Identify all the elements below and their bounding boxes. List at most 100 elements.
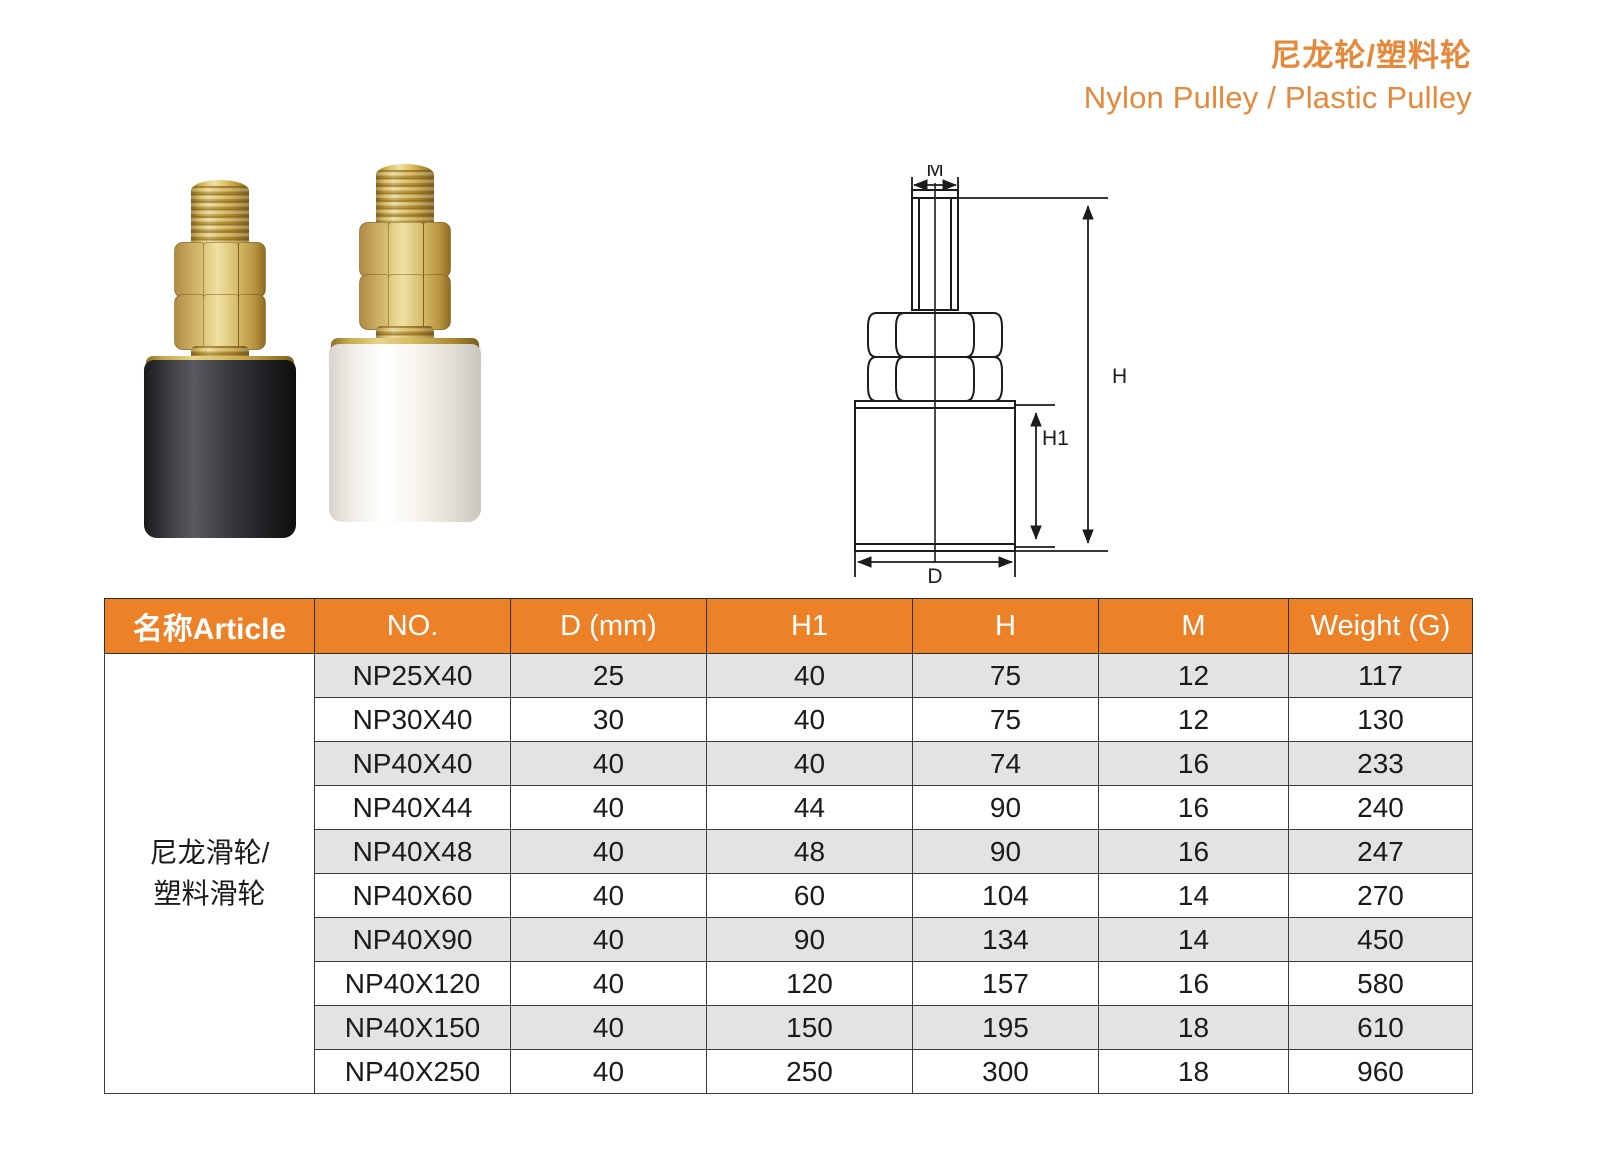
cell-d: 40 (510, 917, 707, 962)
cell-no: NP40X150 (314, 1005, 511, 1050)
table-body: 尼龙滑轮/ 塑料滑轮 NP25X40 25 40 75 12 117 NP30X… (104, 653, 1473, 1094)
column-header-h: H (912, 598, 1099, 654)
cell-m: 14 (1098, 917, 1289, 962)
cell-h: 75 (912, 697, 1099, 742)
cell-m: 12 (1098, 697, 1289, 742)
cell-weight: 117 (1288, 653, 1473, 698)
pulley-body-white (329, 344, 481, 522)
table-header-row: 名称Article NO. D (mm) H1 H M Weight (G) (104, 598, 1473, 654)
nut-facet-left (359, 274, 389, 330)
cell-h1: 40 (706, 697, 913, 742)
cell-d: 25 (510, 653, 707, 698)
cell-h1: 60 (706, 873, 913, 918)
nut-facet-right (423, 222, 451, 278)
column-header-d: D (mm) (510, 598, 707, 654)
hex-nut-upper (174, 242, 266, 298)
cell-no: NP40X44 (314, 785, 511, 830)
cell-h: 300 (912, 1049, 1099, 1094)
cell-m: 16 (1098, 741, 1289, 786)
cell-d: 40 (510, 785, 707, 830)
cell-m: 18 (1098, 1049, 1289, 1094)
cell-no: NP40X40 (314, 741, 511, 786)
nut-facet-right (238, 242, 266, 298)
specification-table: 名称Article NO. D (mm) H1 H M Weight (G) 尼… (104, 598, 1473, 1094)
hex-nut-upper (359, 222, 451, 278)
cell-m: 14 (1098, 873, 1289, 918)
cell-h1: 250 (706, 1049, 913, 1094)
hex-nut-lower (359, 274, 451, 330)
cell-weight: 130 (1288, 697, 1473, 742)
drawing-label-h1: H1 (1042, 427, 1069, 450)
cell-h: 90 (912, 829, 1099, 874)
table-row: NP30X40 30 40 75 12 130 (105, 697, 1473, 742)
cell-weight: 960 (1288, 1049, 1473, 1094)
column-header-no: NO. (314, 598, 511, 654)
nut-facet-right (423, 274, 451, 330)
cell-weight: 610 (1288, 1005, 1473, 1050)
cell-h1: 48 (706, 829, 913, 874)
article-name-cell: 尼龙滑轮/ 塑料滑轮 (104, 653, 315, 1094)
threaded-stud (376, 170, 434, 228)
cell-weight: 450 (1288, 917, 1473, 962)
nut-facet-left (174, 294, 204, 350)
cell-no: NP40X90 (314, 917, 511, 962)
cell-m: 18 (1098, 1005, 1289, 1050)
hex-nut-lower (174, 294, 266, 350)
cell-h: 75 (912, 653, 1099, 698)
article-label-line1: 尼龙滑轮/ (149, 836, 270, 868)
cell-m: 12 (1098, 653, 1289, 698)
column-header-weight: Weight (G) (1288, 598, 1473, 654)
nut-facet-mid (388, 222, 424, 278)
cell-weight: 580 (1288, 961, 1473, 1006)
cell-no: NP25X40 (314, 653, 511, 698)
cell-d: 30 (510, 697, 707, 742)
page-title-chinese: 尼龙轮/塑料轮 (1270, 38, 1472, 73)
cell-no: NP40X250 (314, 1049, 511, 1094)
nut-facet-mid (203, 294, 239, 350)
cell-d: 40 (510, 829, 707, 874)
cell-h1: 120 (706, 961, 913, 1006)
cell-h1: 150 (706, 1005, 913, 1050)
cell-m: 16 (1098, 961, 1289, 1006)
cell-no: NP40X120 (314, 961, 511, 1006)
table-row: NP40X48 40 48 90 16 247 (105, 829, 1473, 874)
drawing-label-h: H (1112, 365, 1127, 388)
table-row: 尼龙滑轮/ 塑料滑轮 NP25X40 25 40 75 12 117 (104, 653, 1473, 1094)
threaded-stud (191, 186, 249, 248)
product-photo-area (120, 138, 540, 538)
page-title-block: 尼龙轮/塑料轮 Nylon Pulley / Plastic Pulley (1084, 38, 1472, 115)
cell-h: 90 (912, 785, 1099, 830)
cell-no: NP40X60 (314, 873, 511, 918)
cell-d: 40 (510, 1049, 707, 1094)
cell-d: 40 (510, 741, 707, 786)
nut-facet-mid (388, 274, 424, 330)
page-title-english: Nylon Pulley / Plastic Pulley (1083, 79, 1472, 115)
cell-d: 40 (510, 961, 707, 1006)
cell-h: 134 (912, 917, 1099, 962)
pulley-body-black (144, 360, 296, 538)
cell-h1: 40 (706, 741, 913, 786)
article-label-line2: 塑料滑轮 (153, 877, 266, 909)
cell-m: 16 (1098, 829, 1289, 874)
product-photo-white-pulley (315, 160, 495, 538)
cell-no: NP30X40 (314, 697, 511, 742)
table-row: NP40X44 40 44 90 16 240 (105, 785, 1473, 830)
cell-weight: 270 (1288, 873, 1473, 918)
column-header-m: M (1098, 598, 1289, 654)
cell-h1: 90 (706, 917, 913, 962)
table-row: NP40X40 40 40 74 16 233 (105, 741, 1473, 786)
cell-d: 40 (510, 873, 707, 918)
cell-weight: 240 (1288, 785, 1473, 830)
cell-h1: 44 (706, 785, 913, 830)
column-header-article: 名称Article (104, 598, 315, 654)
product-photo-black-pulley (130, 168, 310, 538)
cell-weight: 233 (1288, 741, 1473, 786)
nut-facet-left (359, 222, 389, 278)
drawing-label-m: M (926, 165, 944, 181)
cell-h: 157 (912, 961, 1099, 1006)
nut-facet-left (174, 242, 204, 298)
cell-weight: 247 (1288, 829, 1473, 874)
drawing-label-d: D (927, 565, 942, 585)
technical-drawing: M H H1 D (840, 165, 1160, 585)
specification-table-wrapper: 名称Article NO. D (mm) H1 H M Weight (G) 尼… (104, 598, 1473, 1094)
